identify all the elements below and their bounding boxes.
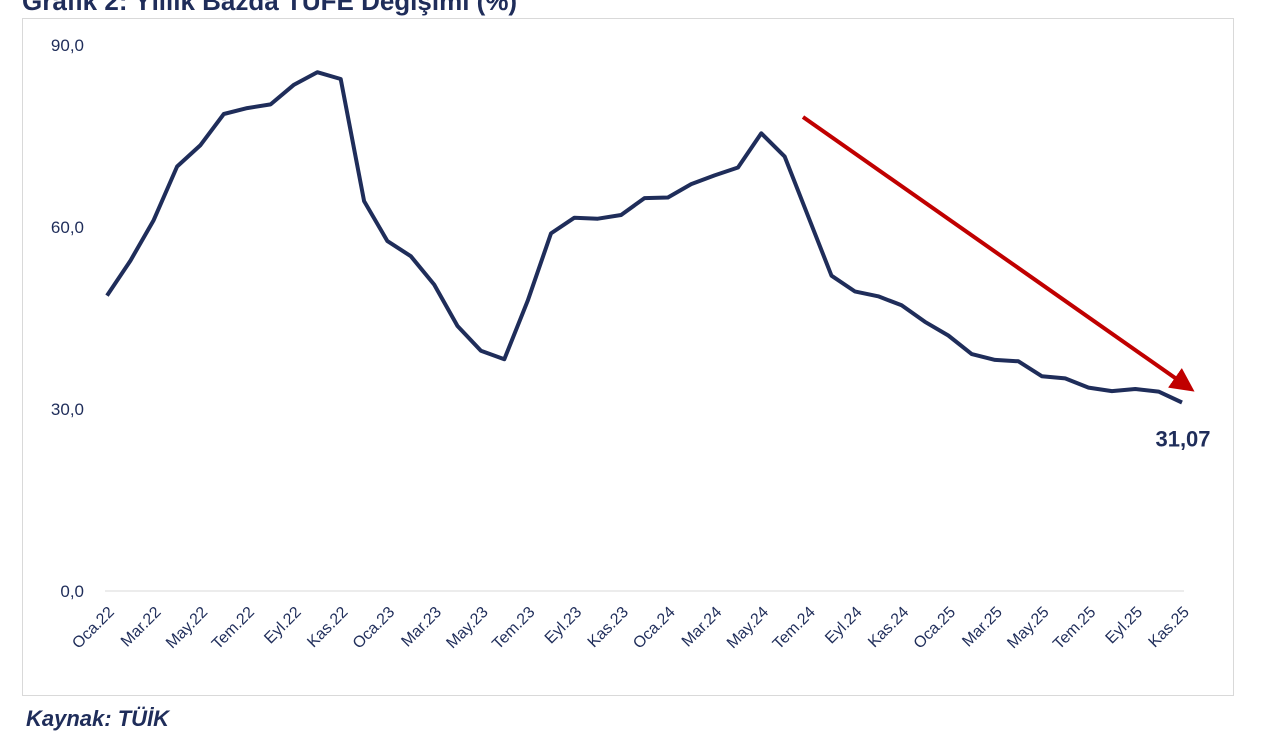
y-tick-label: 60,0 — [51, 218, 84, 237]
x-tick-label: May.24 — [724, 604, 772, 652]
x-tick-label: Oca.22 — [69, 604, 118, 653]
source-note: Kaynak: TÜİK — [26, 706, 169, 732]
x-tick-label: Eyl.24 — [822, 604, 866, 648]
x-tick-label: Oca.24 — [630, 604, 679, 653]
x-tick-label: May.23 — [443, 604, 491, 652]
x-tick-label: Tem.24 — [770, 604, 819, 653]
x-tick-label: Mar.22 — [118, 604, 165, 651]
x-tick-label: Tem.23 — [489, 604, 538, 653]
x-tick-label: Eyl.22 — [261, 604, 305, 648]
x-tick-label: Oca.23 — [350, 604, 399, 653]
x-tick-label: Eyl.23 — [542, 604, 586, 648]
x-tick-label: Mar.23 — [398, 604, 445, 651]
data-label: 31,07 — [1155, 427, 1210, 452]
y-tick-label: 30,0 — [51, 400, 84, 419]
x-tick-label: Kas.24 — [865, 604, 912, 651]
x-tick-label: Oca.25 — [911, 604, 960, 653]
x-tick-label: Tem.25 — [1050, 604, 1099, 653]
x-tick-label: Tem.22 — [209, 604, 258, 653]
y-tick-label: 0,0 — [60, 582, 84, 601]
x-tick-label: Kas.23 — [585, 604, 632, 651]
trend-arrow — [803, 117, 1188, 387]
x-tick-label: May.25 — [1004, 604, 1052, 652]
x-tick-label: Kas.22 — [304, 604, 351, 651]
x-tick-label: Kas.25 — [1146, 604, 1193, 651]
x-tick-label: Mar.25 — [959, 604, 1006, 651]
x-tick-label: May.22 — [163, 604, 211, 652]
y-tick-label: 90,0 — [51, 36, 84, 55]
x-tick-label: Mar.24 — [679, 604, 726, 651]
x-tick-label: Eyl.25 — [1103, 604, 1147, 648]
series-line — [107, 72, 1182, 402]
